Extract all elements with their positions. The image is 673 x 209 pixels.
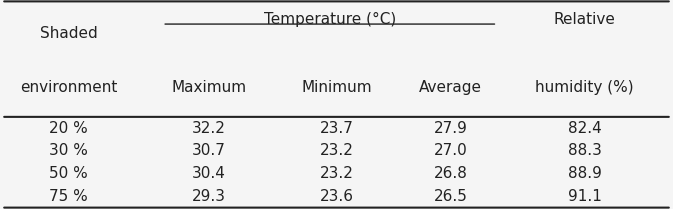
Text: 88.9: 88.9	[567, 166, 602, 181]
Text: Maximum: Maximum	[172, 80, 247, 95]
Text: 20 %: 20 %	[49, 121, 87, 136]
Text: 91.1: 91.1	[567, 189, 602, 204]
Text: Temperature (°C): Temperature (°C)	[264, 12, 396, 27]
Text: Average: Average	[419, 80, 482, 95]
Text: environment: environment	[20, 80, 117, 95]
Text: 82.4: 82.4	[567, 121, 602, 136]
Text: 50 %: 50 %	[49, 166, 87, 181]
Text: 27.0: 27.0	[433, 143, 467, 158]
Text: humidity (%): humidity (%)	[535, 80, 634, 95]
Text: 88.3: 88.3	[567, 143, 602, 158]
Text: 23.6: 23.6	[320, 189, 353, 204]
Text: 32.2: 32.2	[192, 121, 226, 136]
Text: 26.8: 26.8	[433, 166, 467, 181]
Text: Shaded: Shaded	[40, 26, 98, 41]
Text: 23.2: 23.2	[320, 166, 353, 181]
Text: Relative: Relative	[554, 12, 615, 27]
Text: 23.2: 23.2	[320, 143, 353, 158]
Text: 75 %: 75 %	[49, 189, 87, 204]
Text: 26.5: 26.5	[433, 189, 467, 204]
Text: 27.9: 27.9	[433, 121, 467, 136]
Text: 30.7: 30.7	[192, 143, 226, 158]
Text: 23.7: 23.7	[320, 121, 353, 136]
Text: Minimum: Minimum	[302, 80, 371, 95]
Text: 30.4: 30.4	[192, 166, 226, 181]
Text: 30 %: 30 %	[49, 143, 88, 158]
Text: 29.3: 29.3	[192, 189, 226, 204]
